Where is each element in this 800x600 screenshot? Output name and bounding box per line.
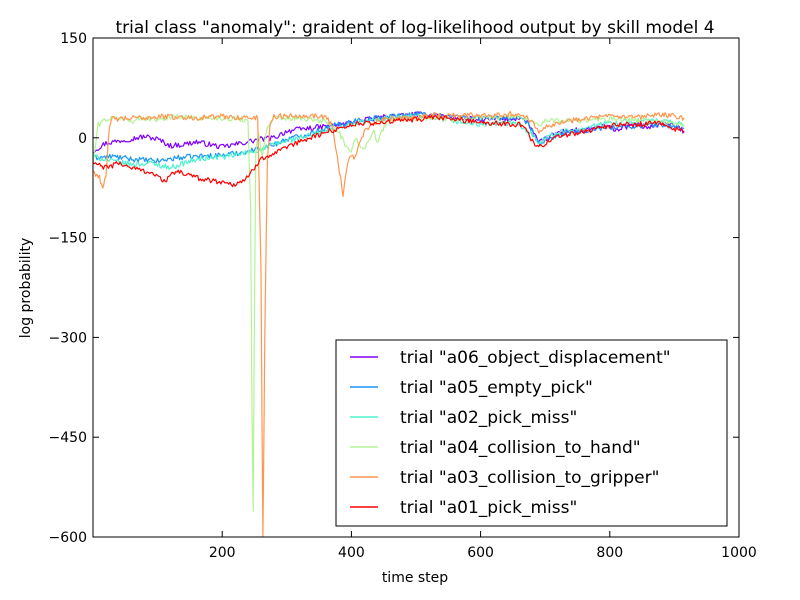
x-tick-label: 800 [596, 545, 623, 561]
x-tick-label: 200 [209, 545, 236, 561]
legend-label-3: trial "a02_pick_miss" [400, 408, 577, 428]
legend: trial "a06_object_displacement"trial "a0… [335, 339, 728, 527]
series-line-5 [93, 110, 685, 537]
y-tick-label: −150 [49, 231, 87, 247]
y-tick-label: −600 [49, 530, 87, 546]
legend-label-2: trial "a05_empty_pick" [400, 378, 593, 398]
legend-label-1: trial "a06_object_displacement" [400, 348, 671, 368]
series-layer [93, 110, 685, 537]
x-tick-label: 600 [467, 545, 494, 561]
series-line-3 [93, 113, 685, 171]
x-axis-label: time step [382, 570, 448, 586]
y-tick-label: −450 [49, 430, 87, 446]
x-tick-label: 1000 [721, 545, 757, 561]
legend-label-4: trial "a04_collision_to_hand" [400, 438, 641, 458]
y-tick-label: 0 [78, 131, 87, 147]
y-tick-label: 150 [60, 31, 87, 47]
plot-area-frame [92, 37, 740, 538]
y-axis-label: log probability [18, 238, 34, 339]
y-tick-label: −300 [49, 330, 87, 346]
series-line-6 [93, 114, 685, 188]
legend-box [335, 339, 728, 527]
legend-label-6: trial "a01_pick_miss" [400, 498, 577, 518]
chart-title: trial class "anomaly": graident of log-l… [115, 18, 714, 38]
axis-ticks: 200 400 600 800 1000 150 0 −150 −300 −450 −600 [49, 31, 757, 561]
x-tick-label: 400 [338, 545, 365, 561]
legend-label-5: trial "a03_collision_to_gripper" [400, 468, 659, 488]
